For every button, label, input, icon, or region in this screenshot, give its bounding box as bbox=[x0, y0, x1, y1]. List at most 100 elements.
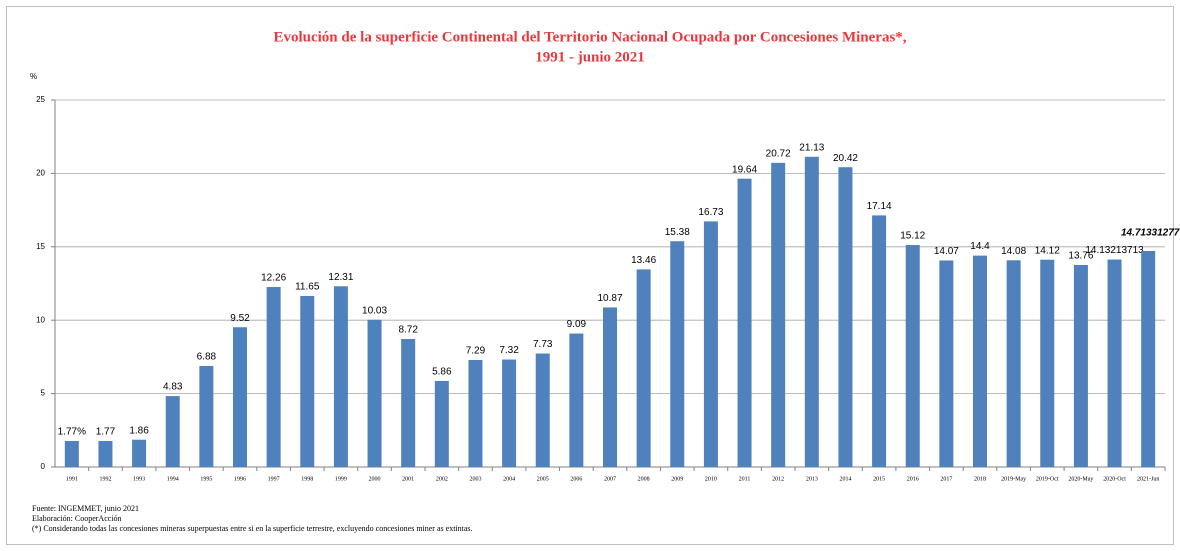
bar bbox=[64, 441, 79, 467]
data-label: 13.46 bbox=[631, 255, 656, 266]
data-label: 14.4 bbox=[970, 241, 990, 252]
x-tick-label: 2009 bbox=[671, 476, 683, 482]
data-label: 10.87 bbox=[597, 293, 622, 304]
y-tick-label: 15 bbox=[36, 242, 45, 251]
x-tick-label: 2011 bbox=[739, 476, 751, 482]
data-label: 5.86 bbox=[432, 367, 452, 378]
x-tick-label: 2019-Oct bbox=[1036, 476, 1059, 482]
bar bbox=[165, 396, 180, 467]
bar bbox=[535, 353, 550, 467]
x-tick-label: 1999 bbox=[335, 476, 347, 482]
x-tick-label: 2004 bbox=[503, 476, 515, 482]
data-label: 14.08 bbox=[1001, 246, 1026, 257]
data-label: 17.14 bbox=[867, 201, 892, 212]
data-label: 7.32 bbox=[499, 345, 519, 356]
x-tick-label: 1993 bbox=[133, 476, 145, 482]
x-tick-label: 2021-Jun bbox=[1137, 476, 1159, 482]
x-tick-label: 1992 bbox=[99, 476, 111, 482]
y-tick-label: 5 bbox=[41, 389, 46, 398]
data-label: 12.26 bbox=[261, 273, 286, 284]
x-tick-label: 2018 bbox=[974, 476, 986, 482]
data-label: 7.73 bbox=[533, 339, 553, 350]
bar bbox=[1040, 259, 1055, 467]
data-label: 7.29 bbox=[466, 346, 486, 357]
y-tick-label: 20 bbox=[36, 169, 45, 178]
data-label: 14.13213713 bbox=[1085, 245, 1144, 256]
bar bbox=[502, 359, 517, 467]
x-tick-label: 2015 bbox=[873, 476, 885, 482]
chart-title: 1991 - junio 2021 bbox=[535, 49, 645, 65]
x-tick-label: 1997 bbox=[268, 476, 280, 482]
data-label: 13.76 bbox=[1068, 251, 1093, 262]
x-tick-label: 1998 bbox=[301, 476, 313, 482]
x-tick-label: 2020-Oct bbox=[1103, 476, 1126, 482]
data-label: 16.73 bbox=[698, 207, 723, 218]
bar bbox=[468, 359, 483, 467]
x-tick-label: 2014 bbox=[839, 476, 851, 482]
bar bbox=[1107, 259, 1122, 467]
x-tick-label: 2008 bbox=[638, 476, 650, 482]
x-tick-label: 2007 bbox=[604, 476, 616, 482]
x-tick-label: 1996 bbox=[234, 476, 246, 482]
data-label: 10.03 bbox=[362, 305, 387, 316]
x-tick-label: 2006 bbox=[570, 476, 582, 482]
data-label: 1.86 bbox=[129, 425, 149, 436]
bar bbox=[233, 327, 247, 467]
bar bbox=[636, 269, 651, 467]
x-tick-label: 2013 bbox=[806, 476, 818, 482]
y-tick-label: 10 bbox=[36, 315, 45, 324]
data-label: 11.65 bbox=[295, 282, 320, 293]
bar bbox=[1073, 265, 1088, 467]
data-label: 8.72 bbox=[398, 325, 418, 336]
data-label: 14.07 bbox=[934, 246, 959, 257]
bar bbox=[98, 441, 113, 467]
source: Fuente: INGEMMET, junio 2021 bbox=[32, 504, 139, 513]
bar bbox=[199, 366, 214, 467]
data-label: 1.77 bbox=[96, 427, 116, 438]
data-label: 14.12 bbox=[1035, 245, 1060, 256]
data-label: 15.38 bbox=[665, 227, 690, 238]
chart-title: Evolución de la superficie Continental d… bbox=[273, 29, 906, 45]
data-label: 20.42 bbox=[833, 153, 858, 164]
x-tick-label: 2019-May bbox=[1001, 476, 1026, 482]
x-tick-label: 2003 bbox=[469, 476, 481, 482]
bar bbox=[703, 221, 718, 467]
x-tick-label: 2010 bbox=[705, 476, 717, 482]
data-label: 9.52 bbox=[230, 313, 250, 324]
bar bbox=[973, 255, 987, 467]
bar bbox=[1141, 251, 1156, 467]
y-tick-label: 25 bbox=[36, 95, 45, 104]
y-axis-label: % bbox=[30, 72, 37, 81]
data-label: 6.88 bbox=[197, 352, 217, 363]
x-tick-label: 2016 bbox=[907, 476, 919, 482]
y-tick-label: 0 bbox=[41, 462, 46, 471]
data-label: 19.64 bbox=[732, 164, 757, 175]
data-label: 20.72 bbox=[766, 148, 791, 159]
x-tick-label: 1995 bbox=[200, 476, 212, 482]
data-label: 12.31 bbox=[328, 272, 353, 283]
bar bbox=[569, 333, 584, 467]
bar bbox=[872, 215, 887, 467]
bar bbox=[1006, 260, 1021, 467]
data-label: 21.13 bbox=[799, 142, 824, 153]
data-label: 9.09 bbox=[567, 319, 587, 330]
bar bbox=[266, 287, 281, 467]
bar bbox=[737, 178, 752, 467]
data-label: 15.12 bbox=[900, 231, 925, 242]
bar bbox=[838, 167, 853, 467]
x-tick-label: 2012 bbox=[772, 476, 784, 482]
x-tick-label: 2020-May bbox=[1068, 476, 1093, 482]
bar bbox=[804, 156, 819, 468]
x-tick-label: 2017 bbox=[940, 476, 952, 482]
bar bbox=[300, 295, 315, 467]
bar bbox=[603, 307, 617, 467]
x-tick-label: 1994 bbox=[167, 476, 179, 482]
x-tick-label: 2002 bbox=[436, 476, 448, 482]
x-tick-label: 2000 bbox=[369, 476, 381, 482]
x-tick-label: 1991 bbox=[66, 476, 78, 482]
bar bbox=[670, 241, 685, 467]
x-tick-label: 2005 bbox=[537, 476, 549, 482]
credit: Elaboración: CooperAcción bbox=[32, 514, 122, 523]
x-tick-label: 2001 bbox=[402, 476, 414, 482]
